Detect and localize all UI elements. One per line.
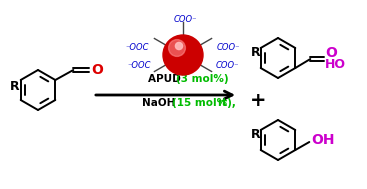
Text: COO⁻: COO⁻ — [217, 43, 240, 51]
Text: (3 mol%): (3 mol%) — [175, 74, 228, 84]
Text: rt: rt — [218, 98, 228, 108]
Text: (15 mol%),: (15 mol%), — [171, 98, 239, 108]
Circle shape — [168, 40, 185, 56]
Text: OH: OH — [311, 133, 335, 147]
Text: NaOH: NaOH — [142, 98, 178, 108]
Text: ⁻OOC: ⁻OOC — [127, 60, 151, 70]
Text: O: O — [325, 46, 337, 60]
Text: R: R — [251, 129, 261, 142]
Circle shape — [163, 35, 203, 75]
Text: COO⁻: COO⁻ — [216, 60, 240, 70]
Circle shape — [175, 42, 183, 50]
Text: R: R — [251, 46, 261, 60]
Text: O: O — [91, 63, 103, 77]
Text: COO⁻: COO⁻ — [173, 15, 197, 23]
Text: +: + — [250, 91, 266, 109]
Text: APUD: APUD — [148, 74, 184, 84]
Text: R: R — [10, 81, 19, 94]
Text: ⁻OOC: ⁻OOC — [126, 43, 149, 51]
Text: HO: HO — [325, 59, 346, 71]
